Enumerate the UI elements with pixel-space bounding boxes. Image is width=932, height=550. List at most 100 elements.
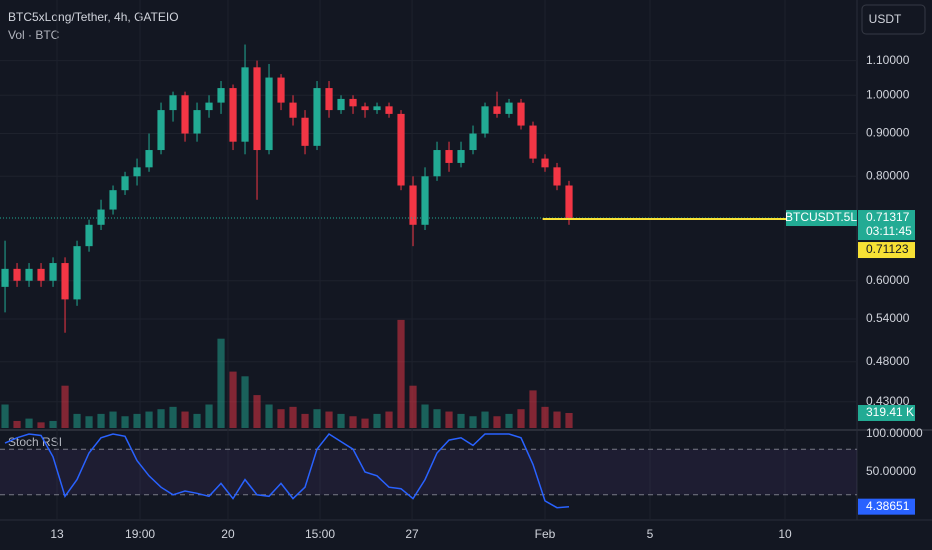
volume-bar (49, 420, 57, 428)
volume-bar (253, 395, 261, 428)
candle-body (469, 133, 477, 151)
candle-body (421, 176, 429, 225)
last-price-label: 0.71317 (866, 210, 910, 224)
candle-body (229, 88, 237, 142)
volume-bar (109, 411, 117, 428)
symbol-label: BTCUSDT.5L (785, 210, 857, 224)
candle-body (289, 102, 297, 118)
candle-body (25, 268, 33, 281)
candle-body (109, 190, 117, 210)
volume-bar (505, 413, 513, 428)
candle-body (205, 102, 213, 111)
x-tick-label: 5 (647, 527, 654, 541)
volume-bar (157, 409, 165, 428)
symbol-tag (786, 210, 857, 227)
volume-bar (61, 385, 69, 428)
candle-body (37, 268, 45, 281)
volume-bar (13, 420, 21, 428)
candle-body (85, 224, 93, 247)
volume-bar (469, 416, 477, 428)
volume-bar (265, 404, 273, 428)
volume-bar (517, 409, 525, 428)
candle-body (265, 77, 273, 151)
price-tag (858, 210, 915, 241)
y-tick-label: 0.90000 (866, 126, 910, 140)
candle-body (349, 98, 357, 107)
y-tick-label: 0.60000 (866, 273, 910, 287)
price-line-tag (858, 242, 915, 259)
volume-bar (25, 418, 33, 428)
volume-bar (289, 406, 297, 428)
candle-body (133, 167, 141, 177)
candle-body (61, 263, 69, 300)
volume-bar (529, 390, 537, 428)
volume-tag (858, 404, 915, 421)
countdown-label: 03:11:45 (866, 224, 912, 238)
candle-body (1, 268, 9, 287)
x-tick-label: 10 (778, 527, 792, 541)
candle-body (301, 117, 309, 146)
candle-body (193, 110, 201, 134)
volume-bar (385, 411, 393, 428)
candle-body (385, 106, 393, 114)
candle-body (373, 106, 381, 111)
candle-body (541, 158, 549, 168)
volume-bar (193, 413, 201, 428)
candle-body (157, 110, 165, 151)
volume-bar (565, 412, 573, 428)
x-tick-label: 20 (221, 527, 235, 541)
y-tick-label: 1.10000 (866, 53, 910, 67)
volume-bar (301, 413, 309, 428)
volume-bar (217, 338, 225, 428)
volume-bar (121, 416, 129, 428)
candle-body (565, 185, 573, 219)
volume-bar (409, 385, 417, 428)
indicator-line (4, 433, 570, 509)
volume-bar (481, 411, 489, 428)
candle-body (277, 77, 285, 103)
chart-title: BTC5xLong/Tether, 4h, GATEIO (8, 10, 179, 24)
volume-bar (493, 416, 501, 428)
volume-bar (229, 371, 237, 428)
volume-bar (445, 411, 453, 428)
candle-body (361, 106, 369, 111)
x-tick-label: 13 (50, 527, 64, 541)
volume-label: Vol · BTC (8, 28, 60, 42)
candle-body (505, 102, 513, 114)
candle-body (433, 150, 441, 177)
volume-bar (361, 418, 369, 428)
currency-button[interactable] (861, 4, 926, 35)
candle-body (325, 88, 333, 111)
candle-body (337, 98, 345, 111)
candle-body (445, 150, 453, 163)
candle-body (97, 209, 105, 225)
candle-body (13, 268, 21, 281)
currency-label[interactable]: USDT (869, 12, 902, 26)
volume-bar (37, 422, 45, 428)
volume-bar (73, 413, 81, 428)
candle-body (145, 150, 153, 168)
candle-body (49, 263, 57, 281)
volume-bar (181, 411, 189, 428)
y-tick-label: 0.43000 (866, 394, 910, 408)
x-tick-label: 19:00 (125, 527, 155, 541)
volume-bar (397, 319, 405, 428)
volume-bar (169, 406, 177, 428)
indicator-tag (858, 498, 915, 515)
volume-bar (145, 411, 153, 428)
volume-bar (421, 404, 429, 428)
candle-body (169, 95, 177, 111)
candle-body (73, 246, 81, 300)
y-tick-label: 0.80000 (866, 168, 910, 182)
candle-body (409, 185, 417, 225)
x-tick-label: 27 (405, 527, 419, 541)
volume-bar (277, 409, 285, 428)
volume-bar (97, 413, 105, 428)
volume-bar (241, 376, 249, 428)
indicator-last-label: 4.38651 (866, 499, 910, 513)
candle-body (553, 167, 561, 186)
candle-body (481, 106, 489, 134)
candle-body (493, 106, 501, 114)
